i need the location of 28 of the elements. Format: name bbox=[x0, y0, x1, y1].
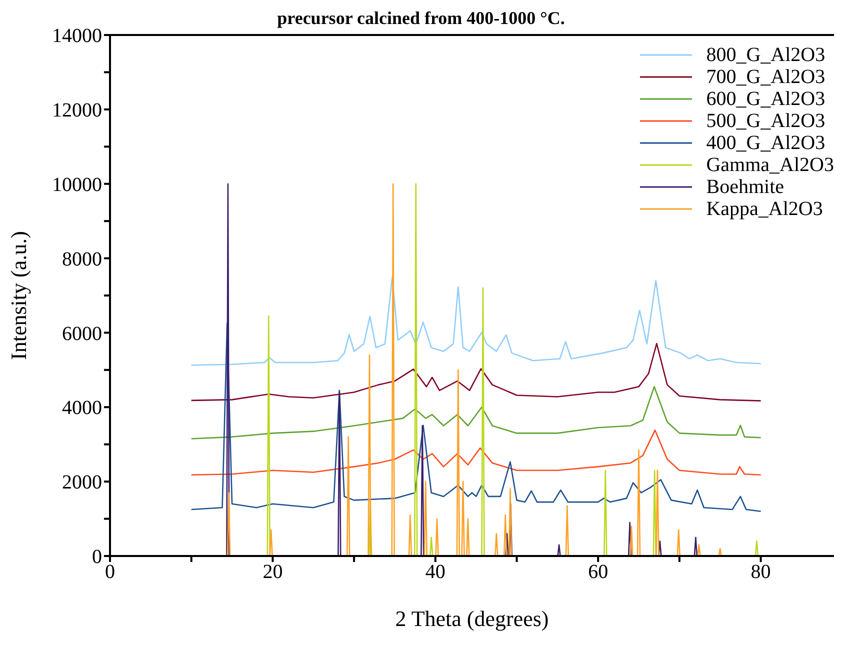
legend-label: Kappa_Al2O3 bbox=[706, 198, 823, 220]
line-series bbox=[190, 430, 762, 476]
line-series bbox=[190, 386, 762, 440]
y-tick-label: 4000 bbox=[62, 397, 102, 420]
legend-label: Gamma_Al2O3 bbox=[706, 154, 834, 176]
y-tick-label: 8000 bbox=[62, 248, 102, 270]
legend-label: 500_G_Al2O3 bbox=[706, 110, 826, 132]
y-tick-label: 0 bbox=[92, 546, 102, 568]
legend-label: Boehmite bbox=[706, 176, 784, 198]
line-series bbox=[190, 276, 762, 366]
legend-label: 600_G_Al2O3 bbox=[706, 88, 826, 110]
y-tick-label: 14000 bbox=[52, 25, 102, 48]
x-tick-label: 80 bbox=[750, 561, 771, 584]
x-tick-label: 20 bbox=[262, 561, 283, 584]
x-axis-title: 2 Theta (degrees) bbox=[395, 606, 549, 631]
y-tick-label: 10000 bbox=[52, 174, 102, 196]
line-series bbox=[190, 322, 762, 512]
y-tick-label: 2000 bbox=[62, 472, 102, 494]
x-tick-label: 40 bbox=[425, 561, 446, 584]
legend-label: 400_G_Al2O3 bbox=[706, 132, 826, 154]
x-tick-label: 60 bbox=[588, 561, 608, 584]
y-tick-label: 12000 bbox=[52, 100, 102, 122]
y-axis-title: Intensity (a.u.) bbox=[6, 231, 31, 360]
legend-label: 800_G_Al2O3 bbox=[706, 44, 826, 66]
chart-title: precursor calcined from 400-1000 °C. bbox=[277, 8, 565, 28]
legend-label: 700_G_Al2O3 bbox=[706, 66, 826, 88]
y-tick-label: 6000 bbox=[62, 322, 102, 345]
line-series bbox=[190, 342, 762, 402]
